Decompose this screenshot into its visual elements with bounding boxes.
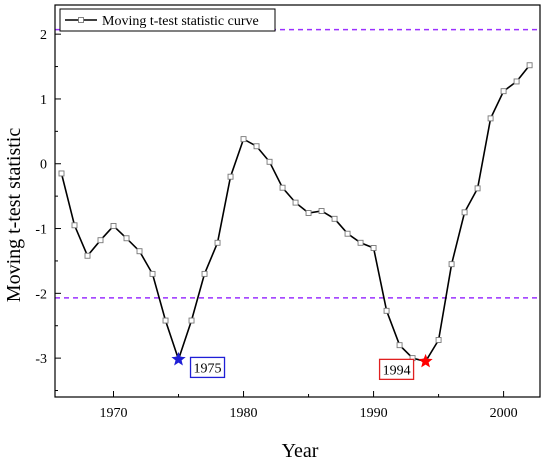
data-point <box>500 88 507 95</box>
data-point <box>474 185 481 192</box>
data-point <box>188 317 195 324</box>
data-point <box>149 270 156 277</box>
y-tick-label: 0 <box>40 158 47 173</box>
data-point <box>344 230 351 237</box>
legend-box <box>59 8 276 32</box>
data-point <box>305 210 312 216</box>
star-marker-1975 <box>171 351 186 366</box>
data-point <box>266 158 273 165</box>
x-tick-label: 1970 <box>100 406 128 421</box>
data-point <box>487 115 494 122</box>
data-point <box>461 209 468 216</box>
annotation-box-1975 <box>189 356 226 379</box>
data-point <box>123 235 130 242</box>
data-point <box>526 62 533 69</box>
data-point <box>513 78 520 85</box>
y-tick-label: -1 <box>35 223 47 238</box>
data-point <box>227 173 234 180</box>
data-point <box>97 237 104 244</box>
data-point <box>370 245 377 251</box>
y-tick-label: 1 <box>40 93 47 108</box>
data-point <box>318 208 325 214</box>
data-point <box>110 222 117 229</box>
data-point <box>383 307 390 314</box>
y-tick-label: 2 <box>40 28 47 43</box>
data-point <box>71 222 78 229</box>
data-point <box>331 215 338 222</box>
data-point <box>201 270 208 277</box>
y-tick-label: -2 <box>35 287 47 302</box>
data-point <box>448 261 455 268</box>
data-point <box>162 317 169 324</box>
data-point <box>136 248 143 255</box>
data-point <box>84 252 91 259</box>
legend-entry: Moving t-test statistic curve <box>102 14 259 29</box>
data-point <box>214 239 221 246</box>
x-tick-label: 2000 <box>490 406 518 421</box>
data-point <box>292 199 299 206</box>
annotation-box-1994 <box>378 358 415 381</box>
axes: 1970 1980 1990 2000 -3 -2 -1 0 1 2 <box>35 4 541 421</box>
data-point <box>279 184 286 191</box>
data-point <box>435 337 442 343</box>
x-axis-title: Year <box>282 440 319 462</box>
y-axis-title: Moving t-test statistic <box>3 128 25 303</box>
data-point <box>357 239 364 246</box>
annotation-label-1994: 1994 <box>383 363 411 378</box>
legend: Moving t-test statistic curve <box>59 8 276 32</box>
x-tick-label: 1990 <box>360 406 388 421</box>
data-point <box>240 136 247 143</box>
plot-frame <box>54 4 541 398</box>
y-tick-label: -3 <box>35 352 47 367</box>
data-point <box>253 143 260 150</box>
data-point <box>396 342 403 349</box>
x-tick-label: 1980 <box>230 406 258 421</box>
legend-marker <box>78 17 84 23</box>
data-point <box>58 170 65 177</box>
series-line <box>60 64 531 363</box>
annotation-label-1975: 1975 <box>194 361 222 376</box>
plot-area: 1975 1994 <box>55 28 540 381</box>
star-marker-1994 <box>418 353 433 368</box>
